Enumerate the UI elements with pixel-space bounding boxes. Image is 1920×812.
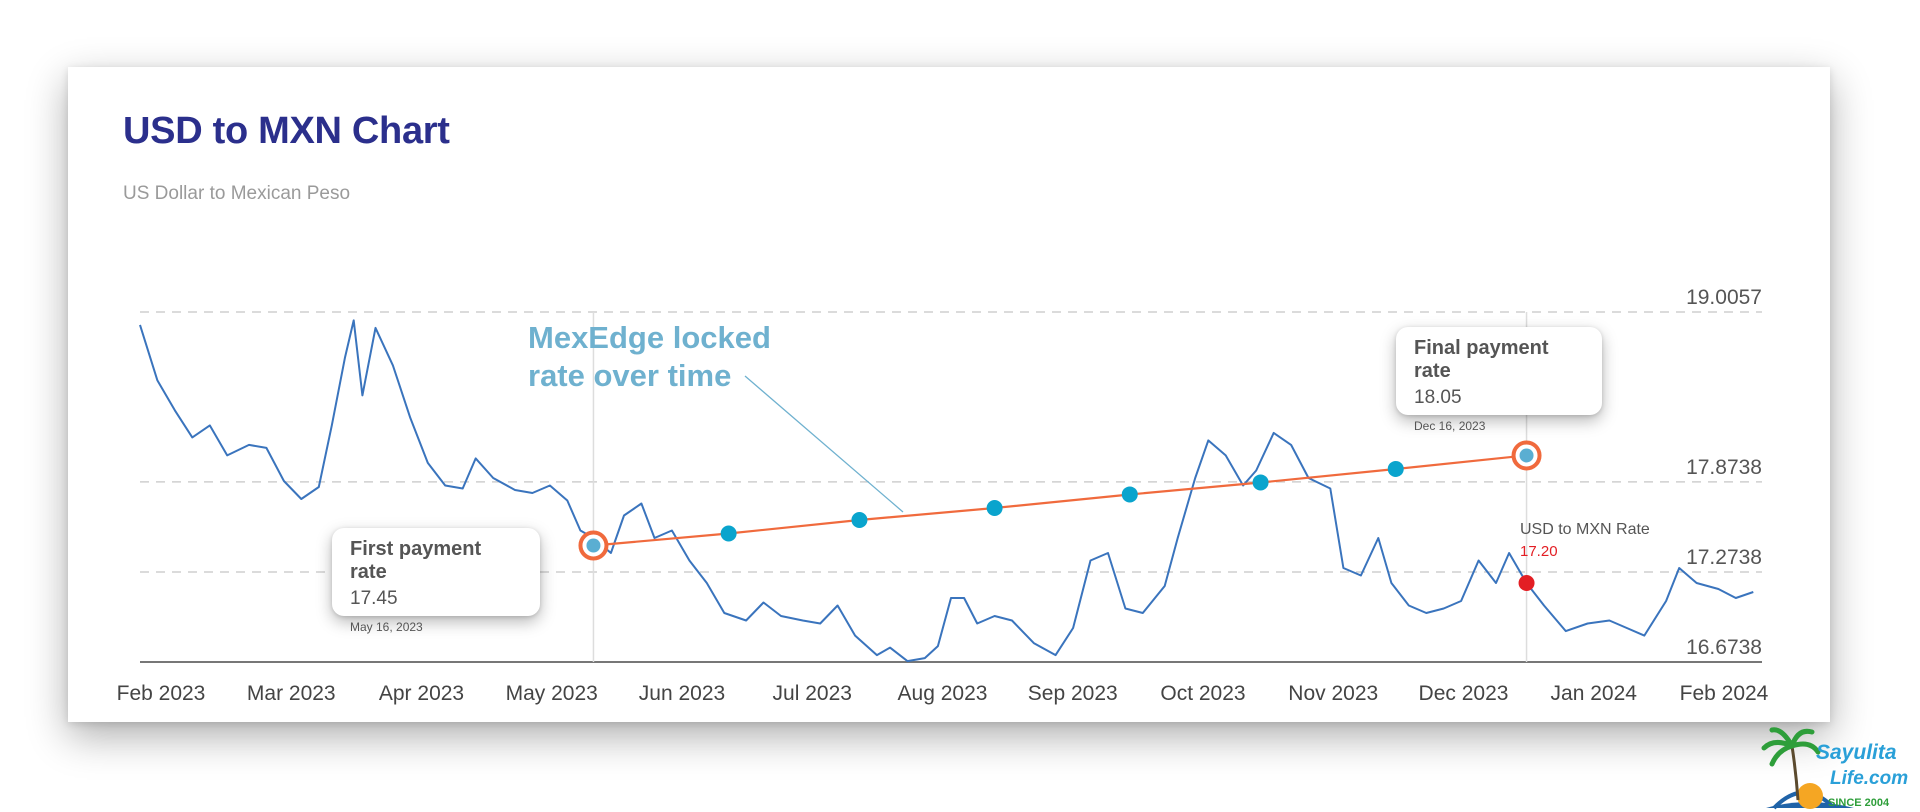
final-payment-date: Dec 16, 2023 [1414,419,1486,433]
payment-marker-dot [1519,448,1534,463]
logo-text-line-2: Life.com [1830,768,1908,789]
y-tick-label: 17.2738 [1686,546,1762,569]
locked-rate-point [1121,486,1138,503]
logo-palm-leaves-icon [1761,727,1821,767]
x-tick-label: May 2023 [506,682,598,705]
x-tick-label: Feb 2024 [1680,682,1769,705]
final-payment-value: 18.05 [1414,387,1462,408]
series-layer [139,319,1754,663]
locked-rate-point [1252,474,1269,491]
payment-marker-dot [586,538,601,553]
current-rate-value: 17.20 [1520,543,1558,560]
x-tick-label: Apr 2023 [379,682,464,705]
x-tick-label: Jan 2024 [1551,682,1638,705]
current-rate-point [1518,575,1535,592]
x-tick-label: Sep 2023 [1028,682,1118,705]
chart-title: USD to MXN Chart [123,110,450,152]
final-payment-title: Final payment rate [1414,337,1549,382]
x-tick-label: Dec 2023 [1419,682,1509,705]
annotation-layer: MexEdge locked rate over time [528,320,904,513]
x-tick-label: Nov 2023 [1288,682,1378,705]
first-payment-date: May 16, 2023 [350,620,423,634]
marker-layer [578,440,1542,592]
y-tick-label: 16.6738 [1686,636,1762,659]
locked-rate-point [851,511,868,528]
logo-sun-icon [1797,783,1823,809]
usd-mxn-rate-line [139,319,1754,663]
y-axis-tick-labels: 19.0057 17.8738 17.2738 16.6738 [1686,286,1762,659]
x-tick-label: Mar 2023 [247,682,336,705]
x-tick-label: Jul 2023 [773,682,852,705]
x-tick-label: Oct 2023 [1160,682,1245,705]
y-tick-label: 19.0057 [1686,286,1762,309]
annotation-pointer [744,375,904,513]
logo-text-line-1: Sayulita [1816,741,1897,764]
grid-lines [140,311,1762,663]
chart-subtitle: US Dollar to Mexican Peso [123,183,351,204]
marker-guide-lines [592,312,1528,662]
first-payment-tooltip: First payment rate 17.45 May 16, 2023 [332,528,540,634]
sayulita-life-logo: Sayulita Life.com SINCE 2004 [1761,727,1908,810]
x-tick-label: Jun 2023 [639,682,725,705]
locked-rate-line [593,454,1527,547]
x-tick-label: Feb 2023 [117,682,206,705]
locked-rate-point [986,499,1003,516]
final-payment-tooltip: Final payment rate 18.05 Dec 16, 2023 [1396,327,1602,433]
annotation-line-2: rate over time [528,358,731,393]
first-payment-title: First payment rate [350,538,482,583]
y-tick-label: 17.8738 [1686,456,1762,479]
logo-tagline: SINCE 2004 [1828,797,1890,809]
annotation-line-1: MexEdge locked [528,320,771,355]
x-tick-label: Aug 2023 [898,682,988,705]
locked-rate-point [1387,460,1404,477]
locked-rate-point [720,525,737,542]
first-payment-value: 17.45 [350,588,398,609]
x-axis-tick-labels: Feb 2023 Mar 2023 Apr 2023 May 2023 Jun 2023… [117,682,1769,705]
logo-palm-trunk-icon [1790,745,1800,801]
current-rate-label: USD to MXN Rate [1520,521,1650,538]
